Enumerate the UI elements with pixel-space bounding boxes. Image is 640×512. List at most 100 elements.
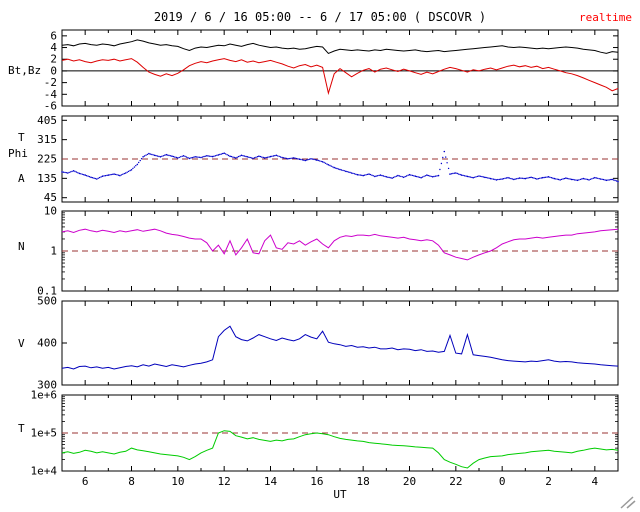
y-tick-label: 500 bbox=[37, 295, 57, 308]
x-tick-label: 2 bbox=[545, 475, 552, 488]
series-Phi-dot bbox=[107, 174, 110, 176]
series-Phi-dot bbox=[269, 155, 272, 158]
series-Phi-dot bbox=[165, 153, 168, 156]
y-tick-label: 225 bbox=[37, 153, 57, 166]
series-Phi-dot bbox=[229, 155, 231, 157]
y-tick-label: 1e+5 bbox=[31, 427, 58, 440]
panel-v: 500 400 300 bbox=[37, 295, 619, 392]
series-Phi-dot bbox=[547, 176, 550, 178]
series-Phi-dot bbox=[171, 155, 173, 157]
axis-label-t-phi: T bbox=[18, 131, 25, 144]
x-tick-label: 14 bbox=[264, 475, 278, 488]
axis-label-density: N bbox=[18, 240, 25, 253]
series-Phi-dot bbox=[263, 157, 266, 159]
series-Phi-dot bbox=[460, 174, 463, 176]
series-Phi-dot bbox=[90, 176, 92, 179]
series-Phi-dot bbox=[345, 170, 347, 173]
y-tick-label: 405 bbox=[37, 114, 57, 127]
series-Phi-dot bbox=[472, 176, 475, 179]
series-Phi-dot bbox=[408, 173, 411, 176]
series-Phi-dot bbox=[258, 155, 260, 157]
series-Phi-dot bbox=[304, 159, 307, 162]
series-Phi-dot bbox=[67, 172, 69, 174]
series-Phi-dot bbox=[397, 174, 399, 177]
y-tick-label: 1 bbox=[50, 245, 57, 258]
series-Phi-dot bbox=[582, 177, 585, 180]
y-tick-label: -4 bbox=[44, 88, 58, 101]
series-Phi-dot bbox=[217, 154, 220, 156]
x-tick-label: 4 bbox=[592, 475, 599, 488]
series-Phi-dot bbox=[530, 176, 532, 179]
series-Phi-dot bbox=[449, 173, 451, 175]
series-Phi-dot bbox=[310, 158, 312, 160]
x-tick-label: 10 bbox=[171, 475, 184, 488]
y-tick-label: 0 bbox=[50, 64, 57, 77]
panel-phi: 405 315 225 135 45 bbox=[37, 114, 619, 204]
series-Phi-dot bbox=[362, 174, 365, 177]
series-Phi-dot bbox=[119, 174, 121, 177]
y-tick-label: 300 bbox=[37, 379, 57, 392]
series-Phi-dot bbox=[437, 174, 440, 177]
series-Phi-dot bbox=[316, 159, 318, 161]
series-Phi-dot bbox=[148, 152, 150, 155]
series-Phi-dot bbox=[402, 176, 405, 179]
series-Phi-dot bbox=[182, 155, 185, 157]
series-Phi-dot bbox=[495, 179, 498, 181]
series-Phi-dot bbox=[524, 177, 527, 180]
series-Phi-dot bbox=[455, 172, 457, 174]
series-Phi-dot bbox=[333, 166, 336, 169]
y-tick-label: 2 bbox=[50, 53, 57, 66]
x-tick-label: 16 bbox=[310, 475, 323, 488]
series-Phi-dot bbox=[194, 156, 196, 158]
axis-label-velocity: V bbox=[18, 337, 25, 350]
axis-label-phi: Phi bbox=[8, 147, 28, 160]
series-Phi-dot bbox=[200, 156, 202, 159]
axis-label-btbz: Bt,Bz bbox=[8, 64, 42, 77]
y-tick-label: 0.1 bbox=[37, 285, 57, 298]
y-tick-label: 315 bbox=[37, 133, 57, 146]
series-V bbox=[61, 325, 619, 370]
series-Phi-dot bbox=[501, 178, 504, 180]
y-tick-label: -6 bbox=[44, 100, 57, 113]
series-Phi-dot bbox=[426, 174, 428, 176]
y-tick-label: 1e+4 bbox=[31, 465, 58, 478]
series-Phi-dot bbox=[356, 173, 359, 176]
series-Phi-dot bbox=[570, 178, 573, 181]
series-Phi-dot bbox=[84, 174, 86, 176]
x-axis-title: UT bbox=[333, 488, 347, 501]
series-Phi-dot bbox=[292, 157, 295, 159]
axis-label-temperature: T bbox=[18, 422, 25, 435]
series-Phi-dot bbox=[513, 178, 515, 181]
y-tick-label: 135 bbox=[37, 172, 57, 185]
series-Phi-dot bbox=[565, 177, 567, 179]
series-Phi-dot bbox=[240, 154, 243, 157]
series-Phi-dot bbox=[61, 171, 63, 173]
series-Phi-dot bbox=[374, 175, 376, 178]
series-Phi-dot bbox=[484, 176, 486, 179]
series-Phi-dot bbox=[617, 180, 619, 183]
series-Phi-dot bbox=[159, 156, 162, 158]
realtime-badge: realtime bbox=[579, 11, 632, 24]
series-Phi-dot bbox=[223, 152, 225, 154]
x-tick-label: 6 bbox=[82, 475, 89, 488]
x-tick-label: 0 bbox=[499, 475, 506, 488]
series-T bbox=[61, 430, 619, 469]
series-Phi-dot bbox=[466, 175, 469, 178]
x-tick-label: 12 bbox=[218, 475, 231, 488]
series-Phi-dot bbox=[443, 150, 446, 153]
series-Phi-dot bbox=[188, 157, 191, 160]
series-Phi-dot bbox=[576, 179, 579, 182]
series-Phi-dot bbox=[124, 172, 127, 174]
series-Phi-dot bbox=[298, 158, 301, 160]
x-tick-label: 20 bbox=[403, 475, 416, 488]
x-tick-label: 22 bbox=[449, 475, 462, 488]
series-Phi-dot bbox=[536, 178, 538, 180]
series-Phi-dot bbox=[507, 176, 509, 179]
series-Phi-dot bbox=[588, 179, 590, 181]
series-Phi-dot bbox=[431, 176, 434, 178]
series-Phi-dot bbox=[153, 154, 156, 157]
y-tick-label: 45 bbox=[44, 191, 57, 204]
corner-hatch-icon bbox=[620, 496, 636, 509]
